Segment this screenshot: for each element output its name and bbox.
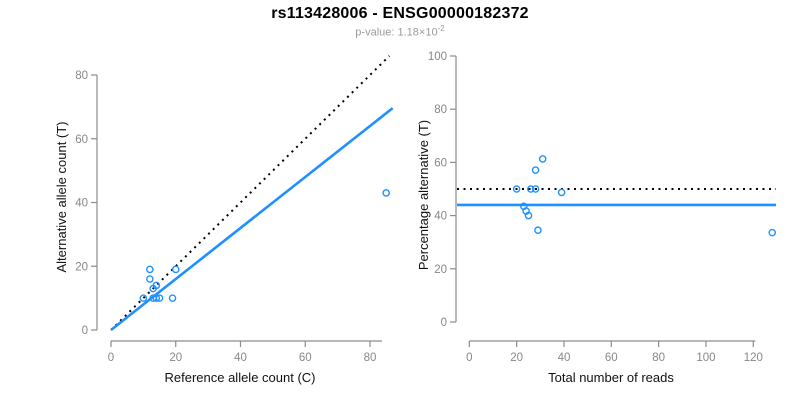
data-point	[146, 275, 154, 283]
x-axis-label: Total number of reads	[548, 370, 674, 385]
x-tick-label: 40	[558, 352, 571, 364]
data-point	[531, 166, 540, 174]
data-point	[149, 284, 157, 293]
x-tick-label: 80	[652, 352, 665, 364]
data-point	[155, 294, 164, 302]
data-point	[139, 294, 148, 302]
data-point	[519, 202, 528, 211]
x-axis-label: Reference allele count (C)	[164, 370, 315, 385]
figure-title: rs113428006 - ENSG00000182372	[271, 5, 529, 22]
x-tick-label: 0	[108, 352, 114, 364]
y-tick-label: 60	[434, 157, 447, 169]
y-tick-label: 20	[434, 264, 447, 276]
x-tick-label: 40	[234, 352, 247, 364]
y-tick-label: 0	[82, 325, 88, 337]
y-axis-label: Alternative allele count (T)	[54, 121, 69, 272]
data-point	[524, 211, 533, 220]
pvalue-text: p-value: 1.18×10	[355, 26, 438, 39]
x-tick-label: 100	[696, 352, 715, 364]
x-tick-label: 60	[605, 352, 618, 364]
data-point	[512, 185, 521, 193]
data-point	[527, 185, 535, 193]
y-tick-label: 80	[434, 104, 447, 116]
y-tick-label: 40	[75, 198, 88, 210]
y-tick-label: 80	[75, 70, 88, 82]
pvalue-exponent: -2	[437, 24, 445, 33]
x-tick-label: 0	[466, 352, 472, 364]
x-tick-label: 20	[510, 352, 523, 364]
identity-line	[110, 55, 391, 331]
y-tick-label: 60	[75, 134, 88, 146]
data-point	[168, 294, 177, 302]
data-point	[557, 188, 566, 197]
y-tick-label: 20	[75, 261, 88, 273]
right-scatter-panel: 0 20 40 60 80 100 0 20 40 60 80 100 120 Total number …	[416, 51, 777, 385]
figure-pvalue-subtitle: p-value: 1.18×10-2	[0, 24, 800, 39]
y-tick-label: 0	[441, 317, 447, 329]
data-point	[382, 189, 390, 197]
data-point	[146, 265, 154, 274]
y-axis-label: Percentage alternative (T)	[416, 120, 431, 270]
left-scatter-panel: 0 20 40 60 80 0 20 40 60 80 Reference allele count…	[54, 55, 394, 385]
y-tick-label: 40	[434, 211, 447, 223]
data-point	[538, 155, 547, 163]
data-point	[768, 228, 777, 237]
data-point	[171, 265, 180, 274]
y-tick-label: 100	[428, 51, 447, 63]
data-point	[152, 294, 161, 302]
x-tick-label: 80	[364, 352, 377, 364]
x-tick-label: 60	[299, 352, 312, 364]
x-tick-label: 120	[744, 352, 763, 364]
fit-line	[110, 107, 394, 332]
x-tick-label: 20	[169, 352, 182, 364]
data-point	[531, 185, 540, 193]
data-point	[534, 226, 542, 235]
